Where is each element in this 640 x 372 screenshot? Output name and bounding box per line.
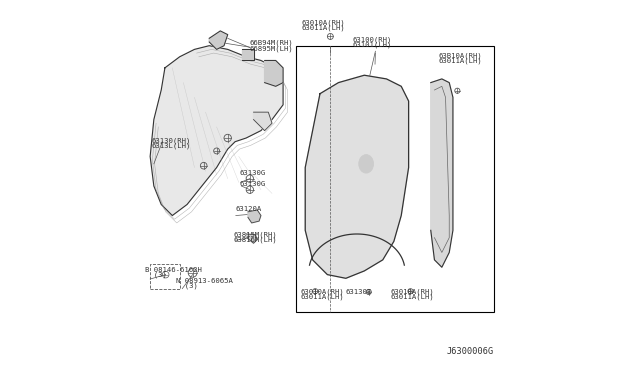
Polygon shape — [243, 49, 253, 61]
Text: 63130E: 63130E — [345, 289, 371, 295]
Text: 63816M(LH): 63816M(LH) — [234, 237, 278, 243]
Text: 63130(RH): 63130(RH) — [151, 137, 191, 144]
Text: 6313L(LH): 6313L(LH) — [151, 142, 191, 149]
Text: 63100(RH): 63100(RH) — [353, 36, 392, 43]
Text: 63101(LH): 63101(LH) — [353, 41, 392, 48]
Text: (3): (3) — [176, 283, 198, 289]
Polygon shape — [246, 234, 257, 243]
Text: 63130G: 63130G — [240, 181, 266, 187]
Text: 63011A(LH): 63011A(LH) — [438, 58, 482, 64]
Bar — [150, 263, 180, 289]
Text: 66B94M(RH): 66B94M(RH) — [250, 40, 294, 46]
Text: 63010A(RH): 63010A(RH) — [300, 289, 344, 295]
Polygon shape — [253, 112, 272, 131]
Text: 63815M(RH): 63815M(RH) — [234, 232, 278, 238]
Bar — [296, 46, 493, 311]
Text: 63B10A(RH): 63B10A(RH) — [438, 52, 482, 59]
Polygon shape — [305, 75, 408, 278]
Ellipse shape — [359, 155, 374, 173]
Text: 63011A(LH): 63011A(LH) — [390, 294, 434, 301]
Text: 63011A(LH): 63011A(LH) — [300, 294, 344, 301]
Polygon shape — [264, 61, 283, 86]
Text: B 08146-6162H: B 08146-6162H — [145, 267, 202, 273]
Polygon shape — [209, 31, 228, 49]
Text: 63120A: 63120A — [235, 206, 261, 212]
Text: 63010A(RH): 63010A(RH) — [301, 19, 346, 26]
Text: J6300006G: J6300006G — [446, 347, 493, 356]
Text: N 08913-6065A: N 08913-6065A — [176, 278, 233, 284]
Text: 63130G: 63130G — [240, 170, 266, 176]
Text: 63011A(LH): 63011A(LH) — [301, 25, 346, 31]
Polygon shape — [150, 46, 283, 215]
Text: 63010A(RH): 63010A(RH) — [390, 289, 434, 295]
Polygon shape — [248, 210, 261, 223]
Text: 66895M(LH): 66895M(LH) — [250, 45, 294, 52]
Polygon shape — [431, 79, 453, 267]
Text: (3): (3) — [145, 272, 167, 278]
